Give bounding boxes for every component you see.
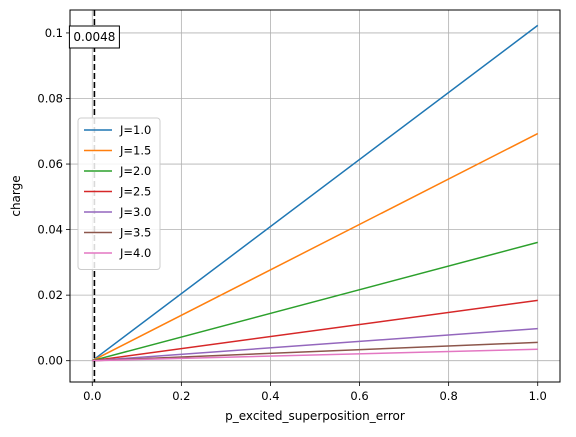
series-line — [92, 327, 538, 362]
legend-label: J=2.0 — [119, 164, 151, 178]
vline-annotation: 0.0048 — [68, 25, 120, 49]
series-line — [91, 24, 539, 362]
y-tick-label: 0.00 — [37, 354, 63, 368]
plot-frame — [69, 9, 561, 383]
legend-label: J=2.5 — [119, 185, 151, 199]
legend-label: J=1.0 — [119, 123, 151, 137]
y-tick-label: 0.04 — [37, 223, 63, 237]
x-tick-label: 1.0 — [529, 389, 547, 403]
x-tick-label: 0.4 — [261, 389, 279, 403]
y-axis-label: charge — [9, 175, 23, 216]
series-lines — [91, 24, 539, 362]
annotation-text: 0.0048 — [73, 30, 115, 44]
legend-label: J=1.5 — [119, 144, 151, 158]
series-line — [92, 299, 538, 362]
y-tick-label: 0.06 — [37, 157, 63, 171]
legend-box — [77, 117, 161, 270]
series-line — [92, 348, 538, 362]
annotation-box — [68, 25, 120, 49]
legend-label: J=3.5 — [119, 226, 151, 240]
y-tick-label: 0.08 — [37, 91, 63, 105]
x-tick-label: 0.0 — [83, 389, 101, 403]
y-tick-label: 0.1 — [45, 26, 63, 40]
series-line — [92, 341, 538, 362]
x-tick-label: 0.8 — [439, 389, 457, 403]
series-line — [91, 132, 539, 362]
x-axis-label: p_excited_superposition_error — [225, 409, 405, 423]
x-axis-ticks: 0.0 0.2 0.4 0.6 0.8 1.0 — [83, 382, 547, 403]
series-line — [92, 241, 538, 362]
x-tick-label: 0.6 — [350, 389, 368, 403]
x-tick-label: 0.2 — [172, 389, 190, 403]
legend-label: J=4.0 — [119, 246, 151, 260]
y-axis-ticks: 0.00 0.02 0.04 0.06 0.08 0.1 — [37, 26, 70, 368]
legend-label: J=3.0 — [119, 205, 151, 219]
y-tick-label: 0.02 — [37, 288, 63, 302]
legend: J=1.0 J=1.5 J=2.0 J=2.5 J=3.0 J=3.5 J=4.0 — [77, 117, 161, 270]
